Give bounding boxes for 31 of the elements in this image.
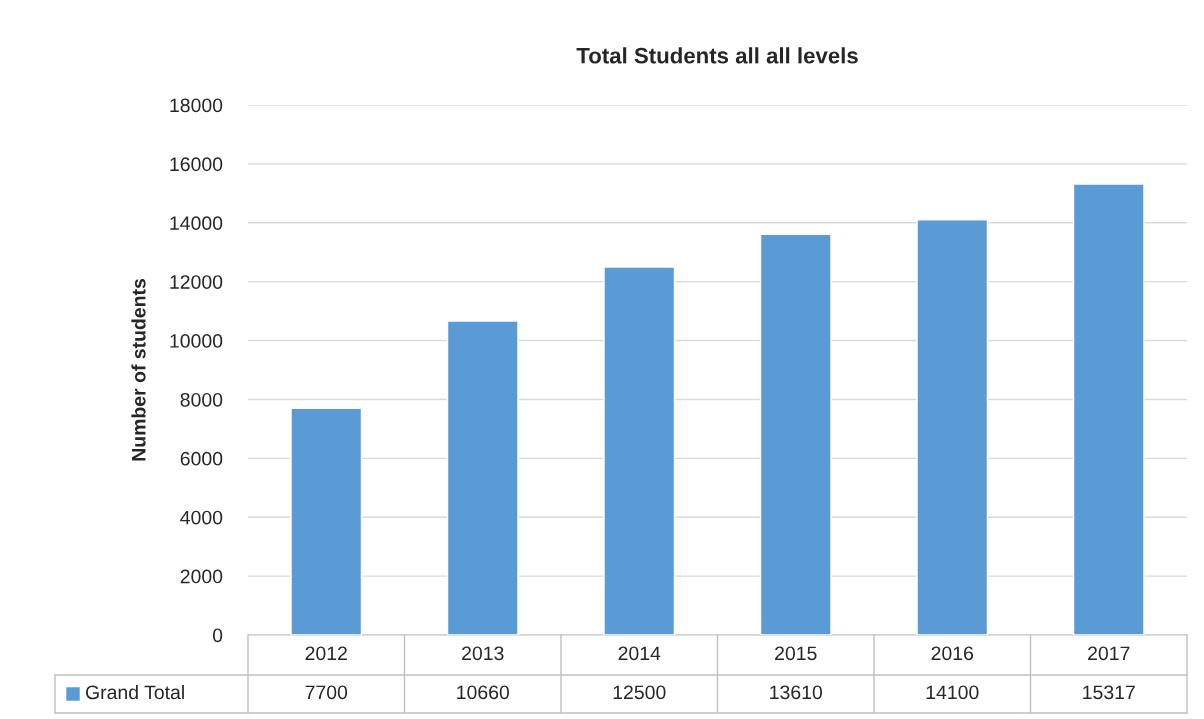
y-tick-label: 12000 — [170, 275, 223, 289]
chart-title: Total Students all all levels — [576, 47, 858, 64]
x-tick-label: 2016 — [931, 646, 974, 661]
data-label: 14100 — [926, 685, 979, 700]
bar — [759, 233, 832, 635]
data-label: 13610 — [770, 685, 823, 700]
y-tick-label: 0 — [212, 628, 223, 643]
x-tick-label: 2012 — [305, 646, 347, 661]
x-tick-label: 2013 — [462, 646, 504, 661]
y-tick-label: 4000 — [180, 510, 223, 525]
bar — [916, 219, 989, 635]
y-tick-label: 10000 — [170, 334, 223, 348]
y-axis-title: Number of students — [131, 278, 146, 461]
bar — [603, 266, 676, 635]
y-tick-label: 8000 — [180, 392, 223, 407]
x-tick-label: 2017 — [1088, 646, 1130, 661]
bar — [446, 320, 519, 635]
bar — [290, 407, 363, 635]
data-label: 12500 — [613, 685, 666, 700]
data-label: 7700 — [305, 685, 348, 700]
y-tick-label: 2000 — [180, 569, 223, 584]
data-label: 15317 — [1083, 685, 1135, 700]
data-label: 10660 — [457, 685, 510, 700]
x-tick-label: 2014 — [618, 646, 661, 661]
legend-label: Grand Total — [85, 684, 184, 700]
y-tick-label: 6000 — [180, 451, 223, 466]
x-tick-label: 2015 — [775, 646, 817, 661]
bar — [1072, 183, 1145, 635]
y-tick-label: 16000 — [170, 157, 223, 172]
y-tick-label: 14000 — [170, 216, 223, 231]
y-tick-label: 18000 — [170, 98, 223, 113]
